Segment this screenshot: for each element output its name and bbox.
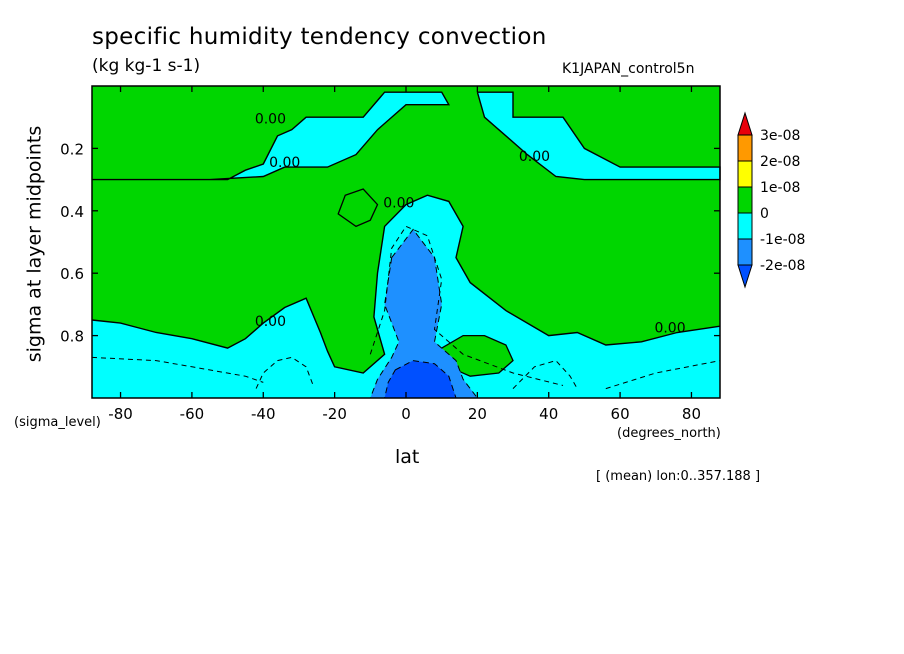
colorbar-swatch <box>737 134 753 162</box>
x-axis-label: lat <box>395 446 420 468</box>
x-tick-label: 80 <box>682 405 701 423</box>
colorbar-label: -2e-08 <box>760 258 805 274</box>
x-tick-label: -20 <box>322 405 347 423</box>
colorbar-label: 0 <box>760 206 769 222</box>
colorbar-swatch <box>737 186 753 214</box>
contour-label-2: 0.00 <box>269 155 300 171</box>
y-axis-units: (sigma_level) <box>14 415 101 430</box>
y-tick-label: 0.4 <box>60 203 84 221</box>
colorbar-bottom-arrow <box>737 264 753 289</box>
y-tick-label: 0.8 <box>60 328 84 346</box>
colorbar-swatch <box>737 160 753 188</box>
chart-title: specific humidity tendency convection <box>92 24 547 50</box>
positive-island-upper <box>337 188 379 228</box>
x-tick-label: -80 <box>108 405 133 423</box>
x-tick-label: -60 <box>180 405 205 423</box>
zero-contour-lower <box>91 194 721 374</box>
colorbar-swatch <box>737 238 753 266</box>
chart-units: (kg kg-1 s-1) <box>92 56 201 76</box>
upper-negative-band-left <box>92 92 449 180</box>
zero-contour-upper-left <box>92 91 451 181</box>
dataset-name: K1JAPAN_control5n <box>562 61 695 77</box>
colorbar-label: 3e-08 <box>760 128 800 144</box>
x-tick-label: 60 <box>611 405 630 423</box>
x-axis-units: (degrees_north) <box>617 426 721 441</box>
x-tick-label: 40 <box>539 405 558 423</box>
x-tick-label: 20 <box>468 405 487 423</box>
x-tick-label: -40 <box>251 405 276 423</box>
moderate-negative-core <box>369 228 479 399</box>
colorbar-label: 2e-08 <box>760 154 800 170</box>
contour-label-1: 0.00 <box>255 111 286 127</box>
averaging-note: [ (mean) lon:0..357.188 ] <box>596 469 761 484</box>
contour-label-6: 0.00 <box>654 320 685 336</box>
negative-contour-3 <box>369 225 564 386</box>
upper-negative-band-right <box>477 92 720 180</box>
strong-negative-core <box>383 360 457 399</box>
negative-contour-4 <box>512 360 578 389</box>
y-tick-label: 0.6 <box>60 265 84 283</box>
contour-label-3: 0.00 <box>383 196 414 212</box>
colorbar-label: 1e-08 <box>760 180 800 196</box>
colorbar-top-arrow <box>737 111 753 136</box>
negative-contour-1 <box>91 356 264 383</box>
colorbar-label: -1e-08 <box>760 232 805 248</box>
x-tick-label: 0 <box>401 405 411 423</box>
contour-label-5: 0.00 <box>255 314 286 330</box>
y-tick-label: 0.2 <box>60 140 84 158</box>
colorbar-swatch <box>737 212 753 240</box>
contour-label-4: 0.00 <box>519 149 550 165</box>
